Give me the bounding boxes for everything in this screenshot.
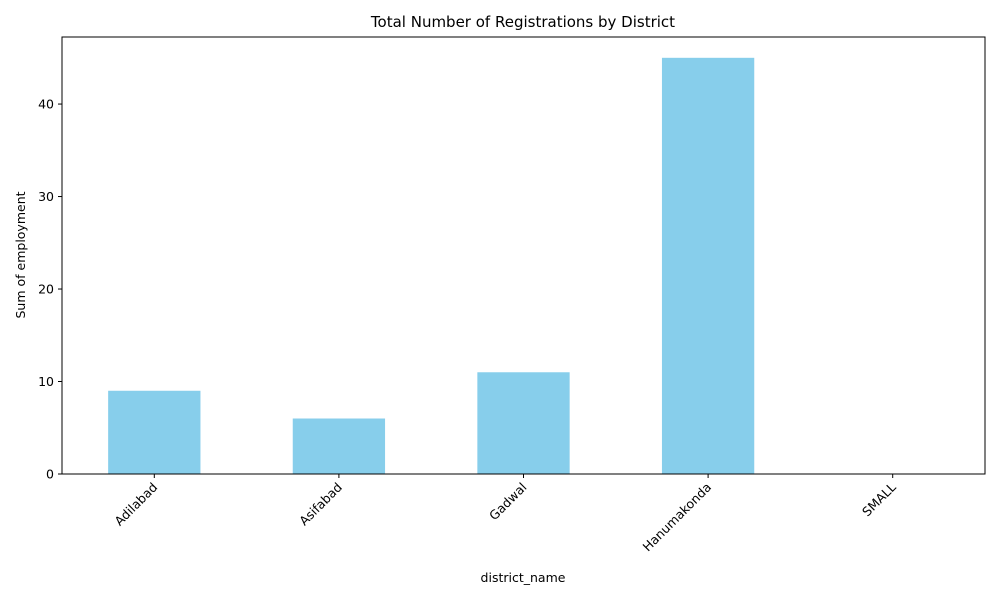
plot-frame: [61, 36, 986, 475]
bars-group: [108, 57, 755, 475]
bar-adilabad: [108, 390, 201, 474]
chart-title: Total Number of Registrations by Distric…: [370, 13, 675, 31]
y-tick-label: 0: [46, 467, 54, 482]
x-tick-label: Hanumakonda: [639, 480, 714, 555]
y-tick-label: 30: [38, 189, 54, 204]
x-tick-label: Asifabad: [296, 480, 345, 529]
x-tick-label: SMALL: [859, 479, 899, 519]
y-tick-label: 40: [38, 97, 54, 112]
x-tick-label: Gadwal: [486, 480, 530, 524]
x-tick-label: Adilabad: [111, 480, 160, 529]
y-tick-label: 20: [38, 282, 54, 297]
y-axis-title: Sum of employment: [13, 191, 28, 318]
bar-gadwal: [477, 372, 570, 474]
x-axis: Adilabad Asifabad Gadwal Hanumakonda SMALL: [111, 474, 899, 555]
y-axis: 0 10 20 30 40: [38, 97, 62, 482]
bar-asifabad: [292, 418, 386, 474]
x-axis-title: district_name: [481, 570, 566, 585]
y-tick-label: 10: [38, 374, 54, 389]
bar-hanumakonda: [661, 57, 755, 475]
